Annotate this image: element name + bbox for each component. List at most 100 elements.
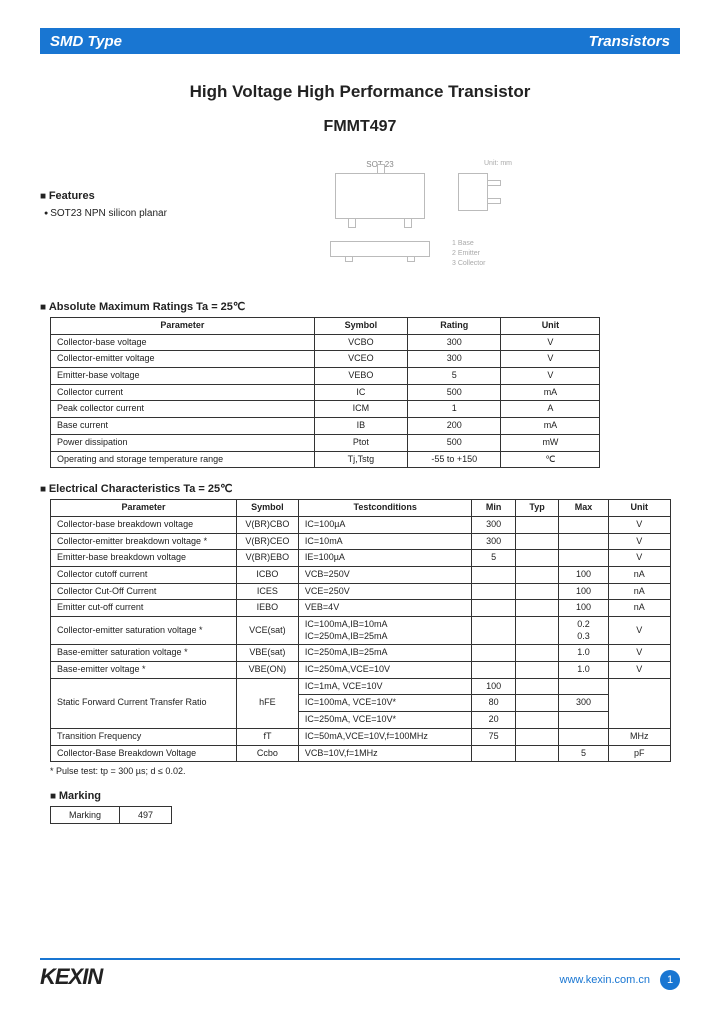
package-unit: Unit: mm: [452, 160, 512, 167]
cell-symbol: fT: [236, 728, 298, 745]
cell-rating: 300: [408, 334, 501, 351]
cell-symbol: ICES: [236, 583, 298, 600]
hfe-cond-1: IC=100mA, VCE=10V*: [298, 695, 472, 712]
cell-typ: [515, 600, 558, 617]
hfe-min-0: 100: [472, 678, 515, 695]
footer-url: www.kexin.com.cn: [560, 974, 650, 986]
hfe-symbol: hFE: [236, 678, 298, 728]
table-row: Collector-emitter saturation voltage *VC…: [51, 617, 671, 645]
col-rating: Rating: [408, 318, 501, 335]
cell-rating: 200: [408, 418, 501, 435]
col-symbol: Symbol: [314, 318, 407, 335]
cell-max: 100: [559, 566, 609, 583]
table-row: Emitter cut-off currentIEBOVEB=4V100nA: [51, 600, 671, 617]
cell-param: Collector-emitter voltage: [51, 351, 315, 368]
cell-unit: V: [608, 550, 670, 567]
col-typ: Typ: [515, 500, 558, 517]
col-symbol: Symbol: [236, 500, 298, 517]
cell-cond: IC=100mA,IB=10mAIC=250mA,IB=25mA: [298, 617, 472, 645]
table-row: Emitter-base breakdown voltageV(BR)EBOIE…: [51, 550, 671, 567]
col-min: Min: [472, 500, 515, 517]
cell-param: Collector-emitter breakdown voltage *: [51, 533, 237, 550]
cell-cond: IC=250mA,IB=25mA: [298, 645, 472, 662]
part-number: FMMT497: [40, 118, 680, 136]
cell-min: 300: [472, 516, 515, 533]
cell-unit: V: [608, 617, 670, 645]
marking-value: 497: [120, 807, 172, 824]
cell-min: [472, 745, 515, 762]
col-parameter: Parameter: [51, 500, 237, 517]
cell-rating: 300: [408, 351, 501, 368]
hfe-max-1: 300: [559, 695, 609, 712]
cell-symbol: IB: [314, 418, 407, 435]
cell-min: 300: [472, 533, 515, 550]
col-parameter: Parameter: [51, 318, 315, 335]
cell-max: 100: [559, 583, 609, 600]
cell-rating: -55 to +150: [408, 451, 501, 468]
cell-max: 1.0: [559, 645, 609, 662]
table-row: Collector-Base Breakdown VoltageCcboVCB=…: [51, 745, 671, 762]
cell-unit: mA: [501, 418, 600, 435]
cell-min: [472, 583, 515, 600]
cell-typ: [515, 745, 558, 762]
page-number: 1: [660, 970, 680, 990]
cell-cond: IE=100µA: [298, 550, 472, 567]
cell-param: Collector cutoff current: [51, 566, 237, 583]
col-unit: Unit: [501, 318, 600, 335]
table-row: Base-emitter saturation voltage *VBE(sat…: [51, 645, 671, 662]
header-bar: SMD Type Transistors: [40, 28, 680, 54]
col-unit: Unit: [608, 500, 670, 517]
cell-symbol: VCEO: [314, 351, 407, 368]
cell-cond: IC=250mA,VCE=10V: [298, 662, 472, 679]
cell-min: 75: [472, 728, 515, 745]
header-right: Transistors: [589, 33, 670, 50]
cell-unit: V: [608, 645, 670, 662]
cell-rating: 1: [408, 401, 501, 418]
table-row: Base-emitter voltage *VBE(ON)IC=250mA,VC…: [51, 662, 671, 679]
package-diagram: SOT 23 Unit: mm: [320, 160, 680, 300]
cell-param: Peak collector current: [51, 401, 315, 418]
cell-min: [472, 645, 515, 662]
cell-cond: IC=50mA,VCE=10V,f=100MHz: [298, 728, 472, 745]
cell-symbol: V(BR)CEO: [236, 533, 298, 550]
cell-param: Collector-base voltage: [51, 334, 315, 351]
cell-typ: [515, 645, 558, 662]
page-footer: KEXIN www.kexin.com.cn 1: [40, 958, 680, 990]
cell-symbol: V(BR)CBO: [236, 516, 298, 533]
marking-label: Marking: [51, 807, 120, 824]
cell-param: Collector Cut-Off Current: [51, 583, 237, 600]
cell-cond: VCB=250V: [298, 566, 472, 583]
header-left: SMD Type: [50, 33, 122, 50]
cell-max: [559, 516, 609, 533]
cell-typ: [515, 516, 558, 533]
cell-typ: [515, 566, 558, 583]
cell-param: Emitter-base breakdown voltage: [51, 550, 237, 567]
cell-min: [472, 662, 515, 679]
cell-param: Emitter cut-off current: [51, 600, 237, 617]
cell-cond: IC=100µA: [298, 516, 472, 533]
features-heading: Features: [40, 190, 320, 202]
cell-cond: VCB=10V,f=1MHz: [298, 745, 472, 762]
pin-2-label: 2 Emitter: [452, 249, 512, 259]
cell-unit: mW: [501, 434, 600, 451]
cell-symbol: V(BR)EBO: [236, 550, 298, 567]
pulse-footnote: * Pulse test: tp = 300 µs; d ≤ 0.02.: [50, 766, 680, 776]
hfe-param: Static Forward Current Transfer Ratio: [51, 678, 237, 728]
marking-heading: Marking: [50, 790, 680, 802]
cell-param: Base current: [51, 418, 315, 435]
table-header-row: Parameter Symbol Rating Unit: [51, 318, 600, 335]
cell-param: Base-emitter saturation voltage *: [51, 645, 237, 662]
cell-param: Collector-emitter saturation voltage *: [51, 617, 237, 645]
cell-typ: [515, 728, 558, 745]
cell-param: Transition Frequency: [51, 728, 237, 745]
cell-typ: [515, 662, 558, 679]
cell-symbol: VBE(sat): [236, 645, 298, 662]
cell-unit: pF: [608, 745, 670, 762]
hfe-min-2: 20: [472, 712, 515, 729]
cell-rating: 500: [408, 384, 501, 401]
pin-3-label: 3 Collector: [452, 259, 512, 269]
cell-max: [559, 550, 609, 567]
cell-min: [472, 617, 515, 645]
cell-param: Emitter-base voltage: [51, 368, 315, 385]
hfe-min-1: 80: [472, 695, 515, 712]
